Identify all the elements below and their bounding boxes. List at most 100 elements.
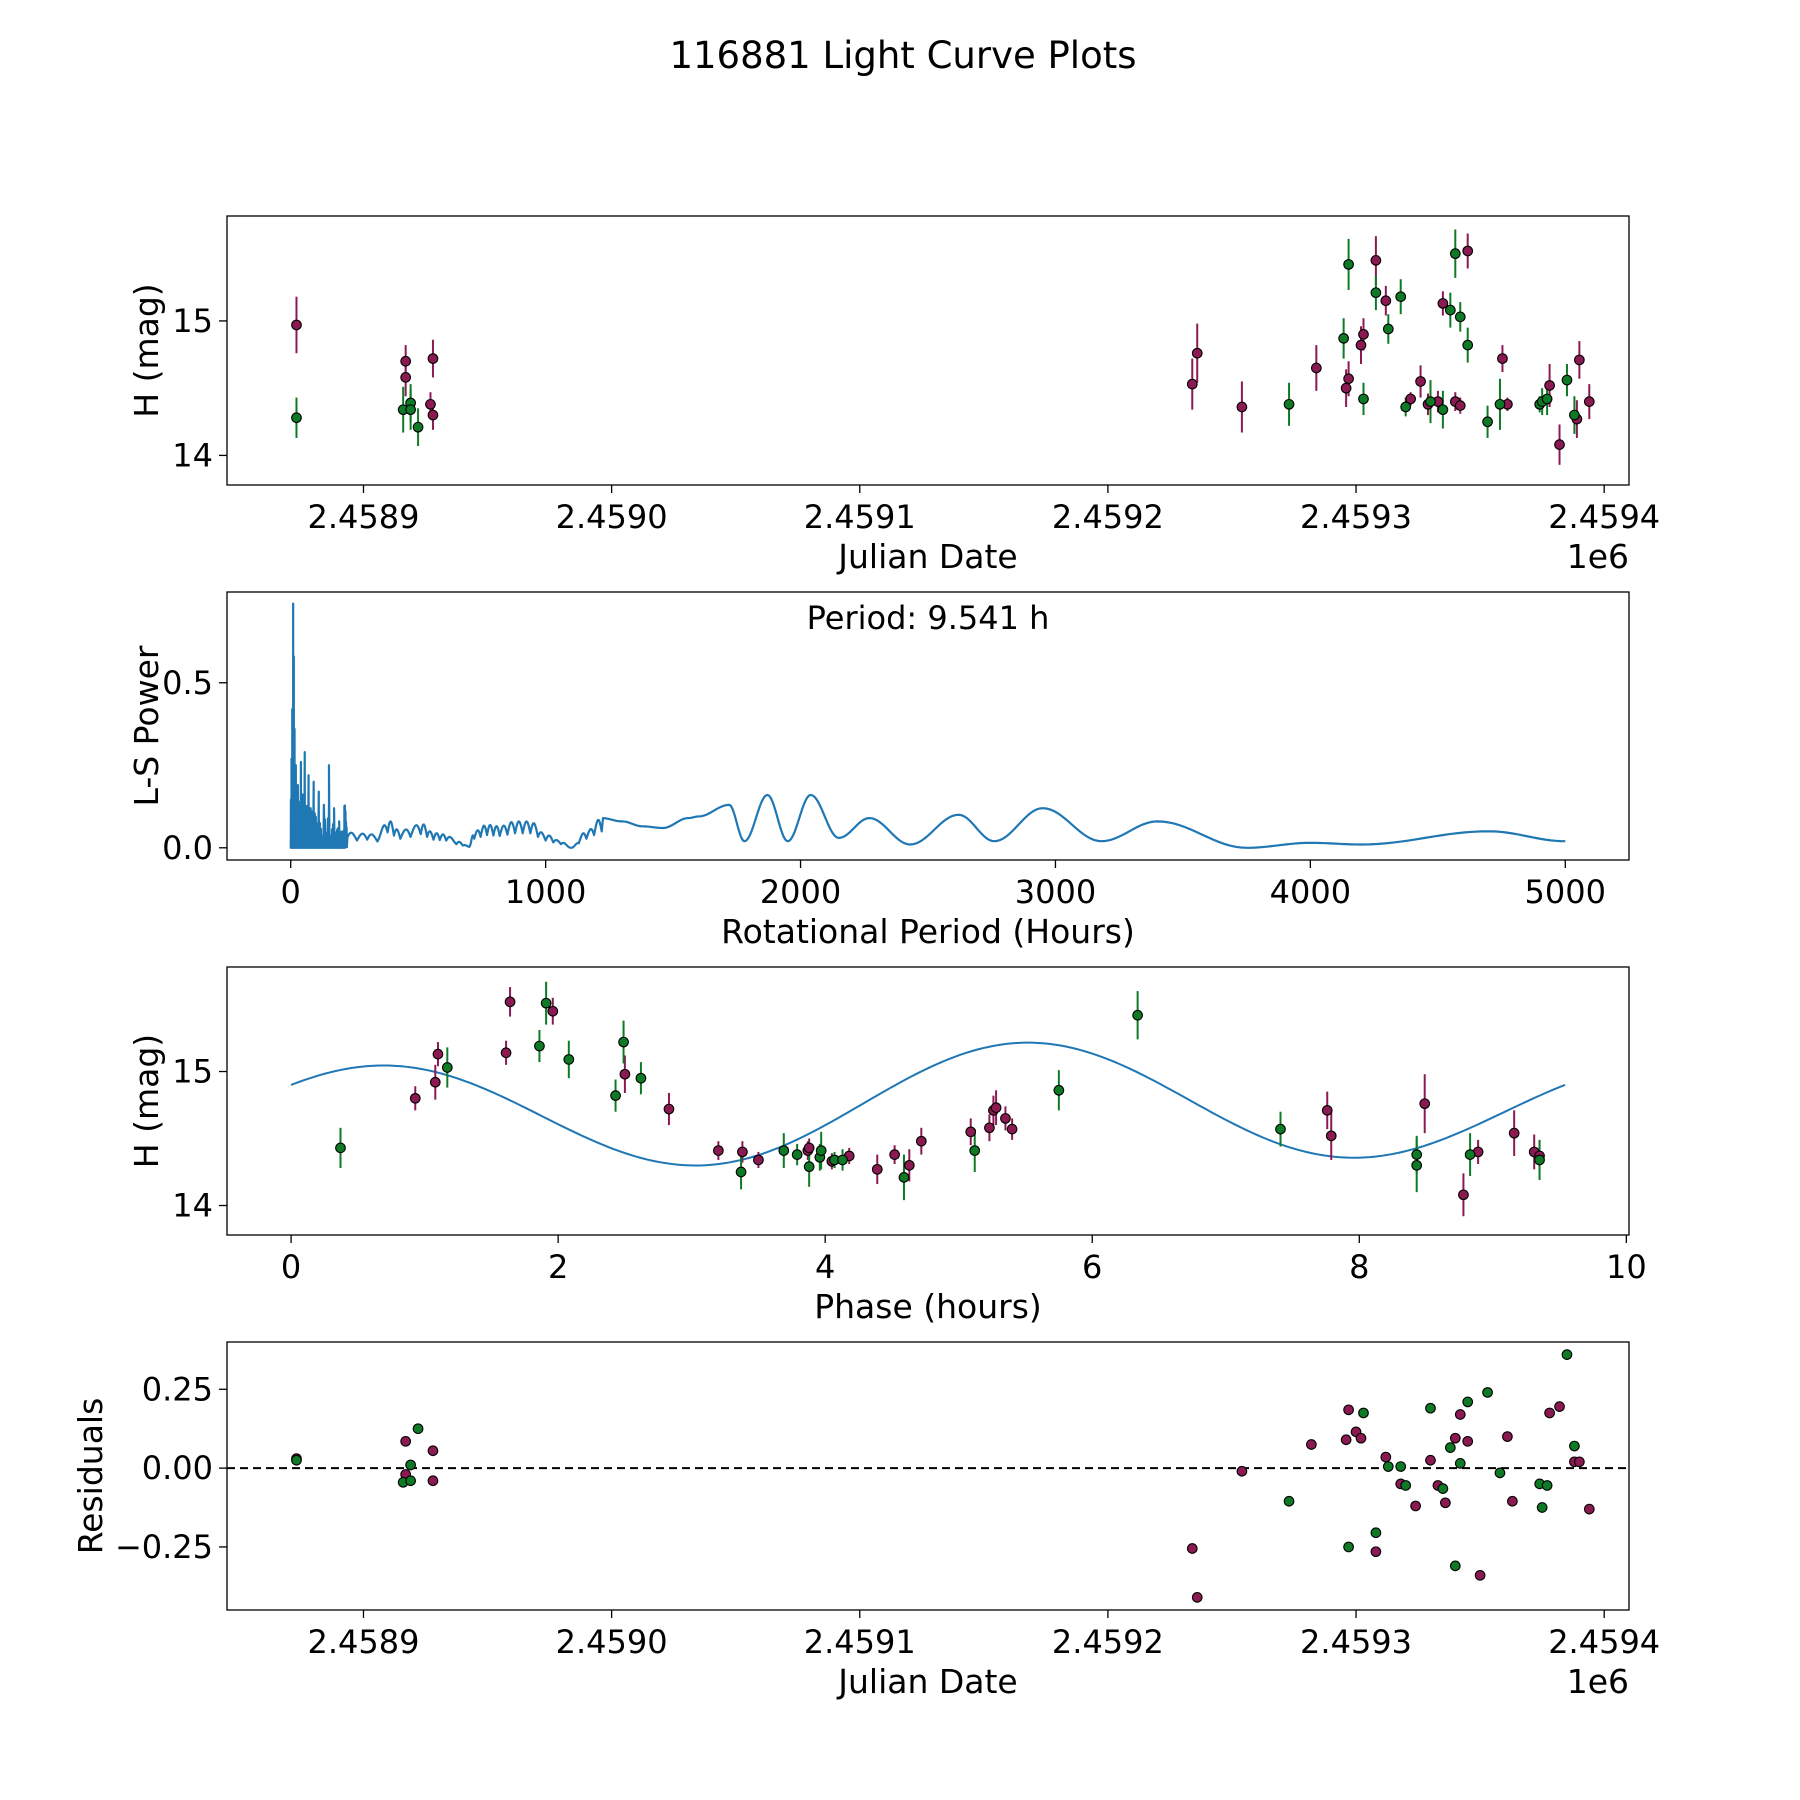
residual-point	[1370, 1546, 1382, 1558]
residual-point	[1236, 1465, 1248, 1477]
data-point	[1444, 304, 1456, 316]
plot-frame	[226, 1341, 1630, 1611]
residual-point	[1400, 1480, 1412, 1491]
data-point	[412, 421, 424, 433]
data-point	[969, 1145, 981, 1156]
data-point	[1325, 1130, 1337, 1142]
data-point	[1544, 380, 1555, 391]
data-point	[1310, 362, 1322, 374]
data-point	[1382, 323, 1394, 335]
data-point	[735, 1166, 747, 1178]
data-point	[547, 1005, 559, 1017]
y-axis-label: H (mag)	[127, 1034, 166, 1168]
y-tick-label: −0.25	[115, 1528, 213, 1566]
x-tick-label: 5000	[1525, 873, 1606, 911]
data-point	[291, 412, 302, 424]
y-tick-label: 0.5	[162, 664, 213, 702]
periodogram-line	[289, 602, 1566, 849]
data-point	[540, 997, 552, 1009]
x-tick-label: 0	[281, 1248, 301, 1286]
data-point	[1006, 1123, 1018, 1135]
data-point	[1191, 347, 1203, 359]
fit-curve	[290, 1041, 1566, 1167]
data-point	[753, 1154, 764, 1166]
data-point	[1411, 1149, 1423, 1160]
x-tick-label: 2000	[760, 873, 841, 911]
data-point	[1458, 1189, 1469, 1201]
data-point	[815, 1145, 827, 1156]
data-point	[427, 409, 439, 421]
data-point	[1482, 416, 1493, 428]
residual-point	[1541, 1480, 1553, 1491]
residual-point	[1544, 1407, 1555, 1419]
data-point	[405, 404, 416, 416]
residual-point	[1380, 1451, 1392, 1463]
data-point	[500, 1047, 512, 1059]
x-tick-label: 6	[1082, 1248, 1102, 1286]
data-point	[1497, 353, 1508, 364]
data-point	[1462, 339, 1474, 351]
residual-point	[1191, 1592, 1203, 1603]
data-point	[409, 1092, 421, 1104]
residual-point	[1502, 1431, 1513, 1442]
x-tick-label: 2.4591	[804, 1623, 916, 1661]
data-point	[1358, 329, 1369, 340]
data-point	[1186, 378, 1198, 390]
data-point	[791, 1149, 803, 1160]
residual-point	[1382, 1461, 1394, 1472]
data-point	[534, 1040, 545, 1052]
x-tick-label: 8	[1349, 1248, 1369, 1286]
data-point	[1415, 376, 1426, 387]
data-point	[713, 1145, 724, 1156]
data-point	[441, 1062, 453, 1073]
data-point	[1454, 400, 1466, 411]
residual-point	[1358, 1407, 1369, 1419]
residual-point	[1355, 1432, 1367, 1444]
data-point	[1370, 255, 1382, 266]
data-point	[1395, 291, 1407, 303]
data-point	[1534, 1154, 1545, 1166]
residual-point	[1437, 1483, 1449, 1494]
data-point	[1437, 298, 1449, 309]
data-point	[898, 1172, 910, 1183]
chart-phased: 0 2 4 6 8 10 14 15 Phase (hours) H (mag)	[127, 966, 1647, 1326]
y-axis-label: Residuals	[71, 1398, 110, 1555]
data-point	[1462, 245, 1474, 257]
x-tick-label: 2.4593	[1300, 498, 1412, 536]
data-point	[504, 996, 516, 1008]
data-point	[635, 1072, 647, 1084]
plot-frame	[226, 215, 1630, 486]
y-tick-label: 15	[172, 302, 213, 340]
residual-point	[1440, 1497, 1451, 1509]
x-tick-label: 1000	[505, 873, 586, 911]
residual-point	[1507, 1495, 1518, 1507]
figure-title: 116881 Light Curve Plots	[669, 34, 1136, 77]
x-tick-label: 0	[281, 873, 301, 911]
x-tick-label: 4	[815, 1248, 835, 1286]
y-tick-label: 14	[172, 1187, 213, 1225]
x-tick-label: 2.4592	[1052, 1623, 1164, 1661]
residual-point	[291, 1454, 302, 1466]
x-tick-label: 2.4594	[1548, 1623, 1660, 1661]
data-point	[1343, 373, 1354, 385]
x-tick-label: 2.4593	[1300, 1623, 1412, 1661]
residual-point	[1554, 1401, 1565, 1412]
residual-point	[1410, 1500, 1421, 1512]
data-point	[803, 1161, 815, 1173]
residual-point	[405, 1459, 416, 1471]
residual-point	[1425, 1454, 1436, 1466]
y-tick-label: 0.0	[162, 829, 213, 867]
residual-point	[1583, 1503, 1595, 1515]
x-axis-label: Julian Date	[836, 1662, 1018, 1701]
y-tick-label: 0.25	[142, 1370, 213, 1408]
residual-point	[1306, 1439, 1317, 1450]
data-point	[1000, 1113, 1011, 1124]
chart-lightcurve: 2.4589 2.4590 2.4591 2.4592 2.4593 2.4594 14 15…	[127, 215, 1660, 576]
residual-point	[412, 1423, 424, 1435]
plot-frame	[226, 591, 1630, 861]
data-point	[425, 398, 436, 410]
x-tick-label: 4000	[1270, 873, 1351, 911]
residual-point	[427, 1475, 439, 1487]
residual-point	[1449, 1560, 1461, 1572]
data-point	[837, 1154, 848, 1166]
